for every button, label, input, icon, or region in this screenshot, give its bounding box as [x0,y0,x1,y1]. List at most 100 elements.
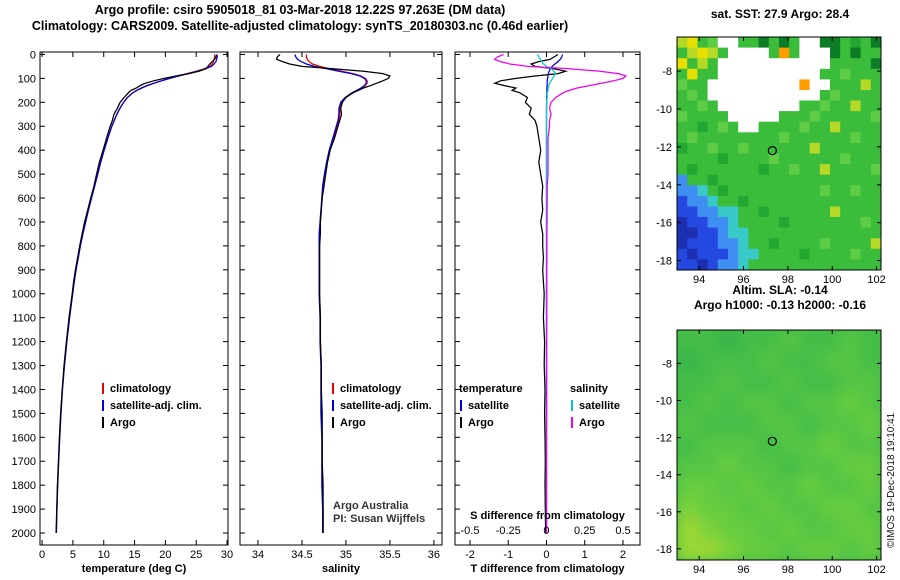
lat-tick-label: -8 [662,358,672,370]
x-tick-label: 10 [98,549,110,561]
legend-header: temperature [459,383,523,395]
series-temperature-argo [55,54,218,534]
map-frame [676,36,882,271]
series-salinity-satellite-adj-clim- [294,54,367,533]
series-salinity-argo [275,54,391,533]
lat-tick-label: -14 [656,180,672,192]
lat-tick-label: -8 [662,66,672,78]
x-axis-label: temperature (deg C) [82,563,187,575]
depth-tick-label: 1600 [12,432,36,444]
depth-tick-label: 1700 [12,456,36,468]
depth-tick-label: 600 [18,193,36,205]
depth-tick-label: 800 [18,241,36,253]
lon-tick-label: 94 [693,274,705,286]
lon-tick-label: 100 [823,274,841,286]
depth-tick-label: 300 [18,121,36,133]
attribution-line2: PI: Susan Wijffels [333,513,426,525]
series-temperature-climatology [55,54,216,534]
lon-tick-label: 100 [823,564,841,576]
lon-tick-label: 98 [782,274,794,286]
depth-tick-label: 0 [30,49,36,61]
series-temperature-satellite-adj-clim- [55,54,218,534]
x-tick-label: 25 [190,549,202,561]
s-tick-label: -0.25 [496,525,521,537]
legend-header: salinity [570,383,609,395]
depth-tick-label: 1900 [12,504,36,516]
depth-tick-label: 1000 [12,289,36,301]
lat-tick-label: -18 [656,256,672,268]
legend-label: satellite-adj. clim. [340,400,432,412]
x-tick-label: 36 [428,549,440,561]
legend-label: climatology [340,383,402,395]
lat-tick-label: -16 [656,507,672,519]
x-tick-label: 34 [252,549,264,561]
x-tick-label: -1 [503,549,513,561]
x-tick-label: 20 [159,549,171,561]
panel-salinity: 34 34.5 35 35.5 36 salinity climatology satelli… [239,51,443,575]
x-axis-label: salinity [322,563,361,575]
depth-tick-label: 1400 [12,384,36,396]
argo-float-marker [767,146,777,156]
x-tick-label: 35.5 [379,549,400,561]
depth-tick-label: 500 [18,169,36,181]
depth-tick-label: 1100 [12,313,36,325]
sst-map: 94 96 98 100 102 -8 -10 -12 -14 -16 -18 [656,36,886,286]
x-tick-label: -2 [465,549,475,561]
x-tick-label: 2 [620,549,626,561]
lat-tick-label: -16 [656,218,672,230]
x-tick-label: 30 [221,549,233,561]
series-difference-s-argo [493,53,628,533]
legend-label: Argo [110,417,136,429]
map-cells [677,37,881,270]
lat-tick-label: -10 [656,395,672,407]
legend-label: satellite [468,400,509,412]
legend-label: Argo [579,417,605,429]
axes-box [239,51,443,546]
x-tick-label: 15 [128,549,140,561]
s-tick-label: 0.5 [615,525,630,537]
figure-title: Argo profile: csiro 5905018_81 03-Mar-20… [94,3,506,17]
panel-temperature: 0 5 10 15 20 25 300100200300400500600700800900… [12,49,234,575]
x-tick-label: 34.5 [291,549,312,561]
figure-subtitle: Climatology: CARS2009. Satellite-adjuste… [31,19,569,33]
sla-map-subtitle: Argo h1000: -0.13 h2000: -0.16 [693,298,867,312]
lon-tick-label: 94 [693,564,705,576]
axes-box [39,51,229,546]
sla-map-title: Altim. SLA: -0.14 [732,283,828,297]
depth-tick-label: 1200 [12,337,36,349]
depth-tick-label: 900 [18,265,36,277]
lon-tick-label: 96 [737,274,749,286]
lat-tick-label: -14 [656,470,672,482]
legend-label: climatology [110,383,172,395]
lon-tick-label: 98 [782,564,794,576]
argo-float-marker [767,436,777,446]
depth-tick-label: 400 [18,145,36,157]
attribution-note: Argo Australia PI: Susan Wijffels [333,500,425,526]
sst-map-title: sat. SST: 27.9 Argo: 28.4 [710,7,850,21]
s-tick-label: 0 [543,525,549,537]
legend-label: Argo [340,417,366,429]
panel-difference: -2 -1 0 1 2 T difference from climatology temp… [454,51,641,575]
legend-label: satellite [579,400,620,412]
attribution-line1: Argo Australia [333,500,409,512]
x-tick-label: 0 [39,549,45,561]
axes-box [454,51,641,546]
x-tick-label: 1 [582,549,588,561]
legend-label: Argo [468,417,494,429]
lat-tick-label: -10 [656,104,672,116]
depth-tick-label: 700 [18,217,36,229]
depth-tick-label: 1800 [12,480,36,492]
depth-tick-label: 1500 [12,408,36,420]
s-tick-label: 0.25 [574,525,595,537]
s-tick-label: -0.5 [461,525,480,537]
x-tick-label: 5 [70,549,76,561]
map-frame [676,329,882,561]
map-cells [677,330,881,560]
depth-tick-label: 200 [18,97,36,109]
x-tick-label: 0 [543,549,549,561]
imos-watermark: ©IMOS 19-Dec-2018 19:10:41 [886,412,897,548]
lon-tick-label: 96 [737,564,749,576]
s-axis-label: S difference from climatology [470,510,626,522]
